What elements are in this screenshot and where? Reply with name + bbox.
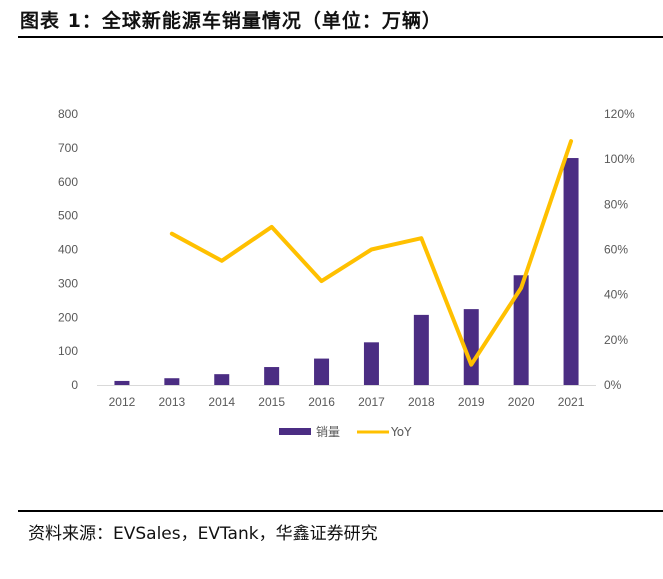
bar-2012 — [114, 380, 130, 385]
bar-2020 — [513, 275, 529, 385]
x-tick-label: 2014 — [208, 395, 235, 409]
right-tick-label: 60% — [604, 243, 628, 257]
right-tick-label: 120% — [604, 107, 635, 121]
bar-2021 — [563, 158, 579, 385]
left-tick-label: 300 — [58, 276, 78, 290]
legend: 销量 YoY — [279, 425, 412, 439]
x-tick-label: 2018 — [408, 395, 435, 409]
x-tick-label: 2020 — [508, 395, 535, 409]
legend-label-yoy: YoY — [390, 425, 412, 439]
right-tick-label: 40% — [604, 288, 628, 302]
x-tick-label: 2015 — [258, 395, 285, 409]
left-axis: 0 100 200 300 400 500 600 700 800 — [58, 107, 78, 392]
left-tick-label: 0 — [71, 378, 78, 392]
legend-swatch-sales — [279, 428, 311, 435]
left-tick-label: 200 — [58, 310, 78, 324]
bar-2014 — [214, 374, 230, 385]
bar-2019 — [463, 309, 479, 385]
x-axis: 2012 2013 2014 2015 2016 2017 2018 2019 2020 2021 — [109, 395, 585, 409]
left-tick-label: 600 — [58, 175, 78, 189]
bar-series — [114, 158, 579, 385]
left-tick-label: 500 — [58, 209, 78, 223]
right-tick-label: 20% — [604, 333, 628, 347]
x-tick-label: 2016 — [308, 395, 335, 409]
right-axis: 0% 20% 40% 60% 80% 100% 120% — [604, 107, 635, 392]
right-tick-label: 100% — [604, 152, 635, 166]
source-rule — [18, 510, 663, 512]
source-note: 资料来源：EVSales，EVTank，华鑫证券研究 — [28, 524, 378, 544]
x-tick-label: 2017 — [358, 395, 385, 409]
right-tick-label: 0% — [604, 378, 622, 392]
left-tick-label: 400 — [58, 243, 78, 257]
legend-label-sales: 销量 — [316, 425, 340, 439]
x-tick-label: 2021 — [558, 395, 585, 409]
x-tick-label: 2019 — [458, 395, 485, 409]
yoy-line — [169, 139, 574, 367]
bar-2013 — [164, 378, 180, 385]
left-tick-label: 700 — [58, 141, 78, 155]
x-tick-label: 2012 — [109, 395, 136, 409]
title-rule — [18, 36, 663, 38]
bar-2018 — [413, 314, 429, 385]
left-tick-label: 800 — [58, 107, 78, 121]
bar-2016 — [314, 358, 330, 385]
right-tick-label: 80% — [604, 197, 628, 211]
bar-2017 — [363, 342, 379, 385]
bar-2015 — [264, 367, 280, 385]
x-tick-label: 2013 — [158, 395, 185, 409]
figure-title: 图表 1：全球新能源车销量情况（单位：万辆） — [20, 10, 442, 32]
left-tick-label: 100 — [58, 344, 78, 358]
